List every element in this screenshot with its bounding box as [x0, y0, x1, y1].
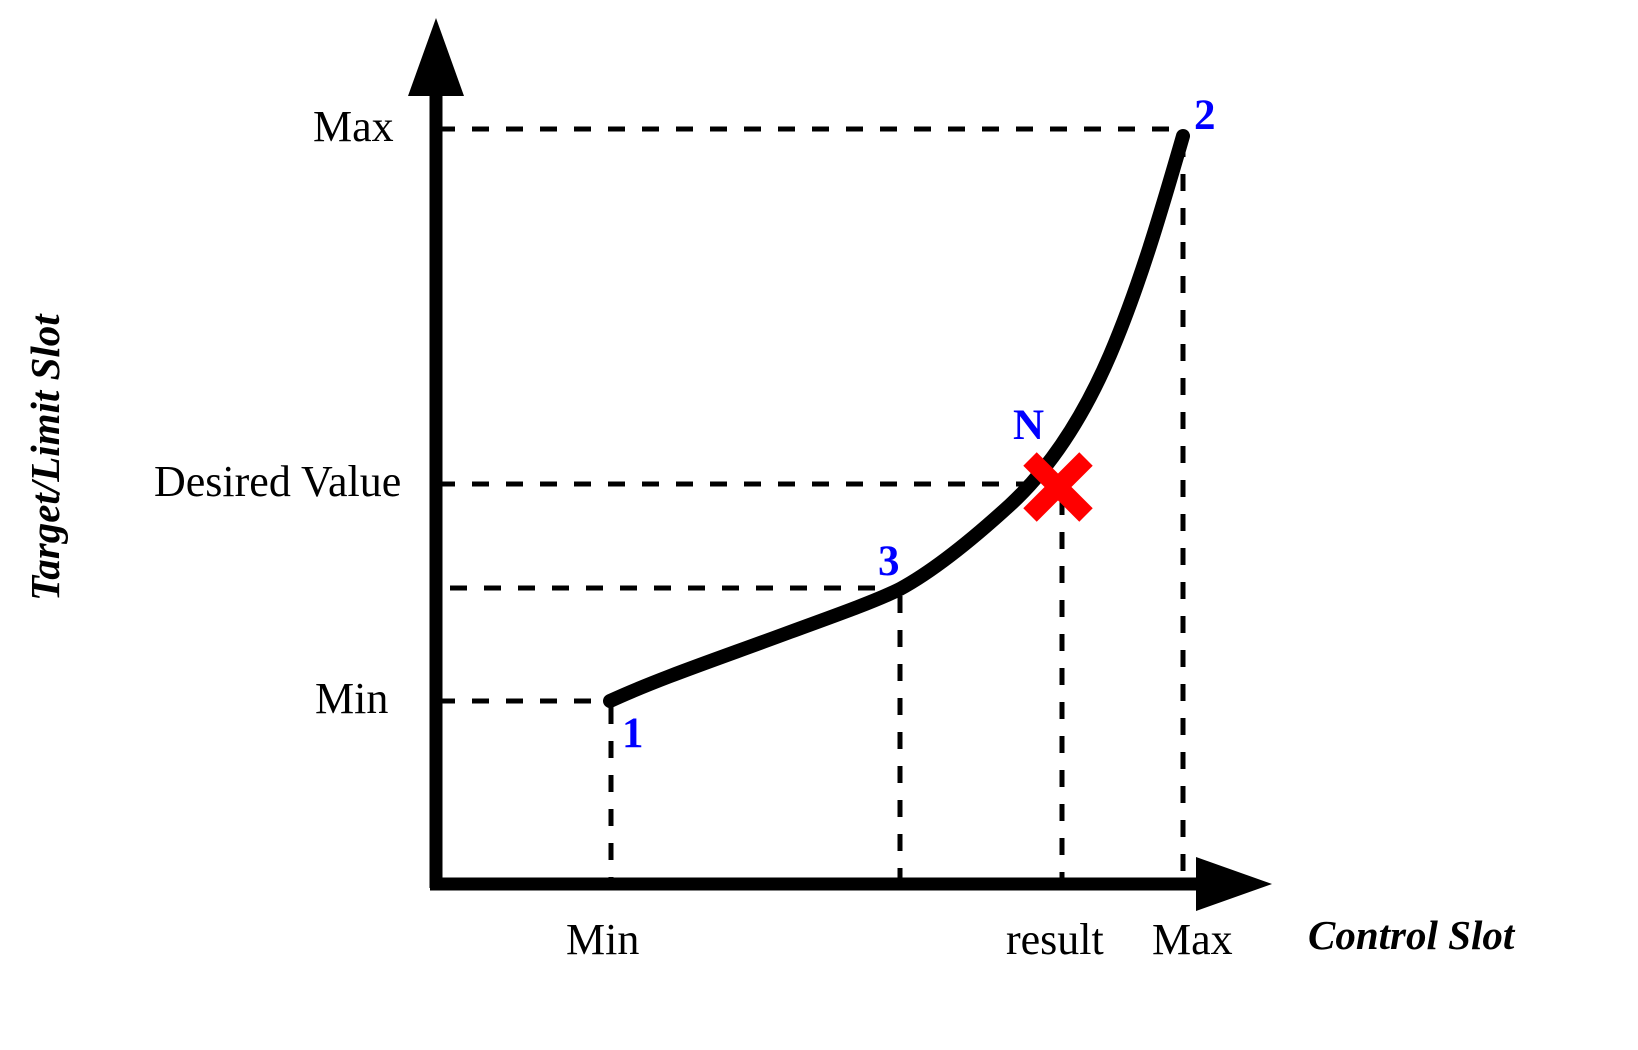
x-tick-label-result: result: [1006, 915, 1104, 964]
y-tick-label-min: Min: [315, 674, 389, 723]
x-tick-label-min: Min: [566, 915, 640, 964]
point-label-3: 3: [878, 538, 900, 585]
x-axis: [430, 857, 1272, 911]
vertical-guide-lines: [608, 140, 1186, 878]
y-tick-label-desired-value: Desired Value: [154, 457, 402, 506]
point-label-1: 1: [622, 710, 644, 757]
x-axis-title: Control Slot: [1308, 912, 1515, 958]
point-label-n: N: [1013, 402, 1045, 449]
response-curve: [603, 129, 1190, 708]
y-axis-title: Target/Limit Slot: [22, 314, 68, 601]
y-tick-label-max: Max: [313, 102, 394, 151]
horizontal-guide-lines: [438, 126, 1184, 704]
x-tick-label-max: Max: [1152, 915, 1233, 964]
x-cross-marker: [1023, 452, 1093, 522]
y-axis: [408, 18, 464, 888]
point-label-2: 2: [1194, 92, 1216, 139]
